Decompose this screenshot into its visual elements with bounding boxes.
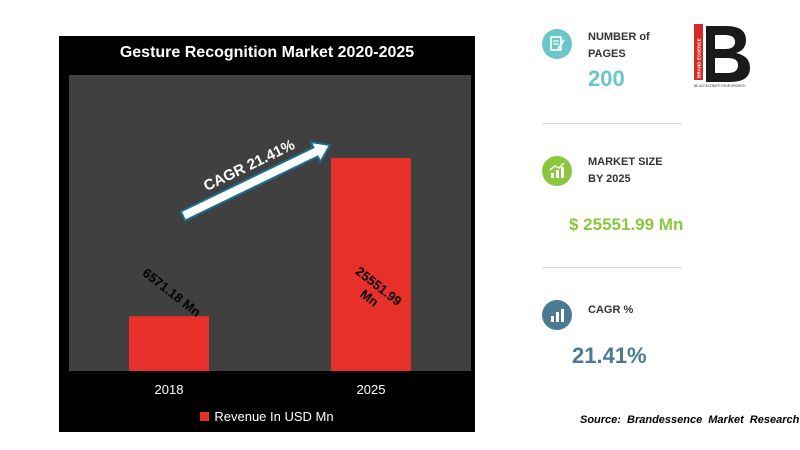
pages-label: NUMBER of PAGES (588, 29, 650, 63)
pages-value: 200 (588, 66, 625, 91)
market-size-label-line1: MARKET SIZE (588, 156, 663, 168)
x-tick-2025: 2025 (357, 382, 386, 397)
pages-label-line1: NUMBER of (588, 31, 650, 43)
legend-label: Revenue In USD Mn (214, 409, 334, 424)
bar-chart-icon (542, 300, 572, 330)
cagr-value: 21.41% (572, 343, 647, 368)
divider-2 (542, 267, 682, 268)
x-tick-2018: 2018 (155, 382, 184, 397)
market-size-label-line2: BY 2025 (588, 173, 631, 185)
svg-text:BE ACCELERATE YOUR GROWTH: BE ACCELERATE YOUR GROWTH (694, 84, 746, 88)
market-size-value: $ 25551.99 Mn (569, 215, 684, 234)
cagr-label: CAGR % (588, 304, 634, 316)
bar-2025 (331, 157, 411, 371)
pages-label-line2: PAGES (588, 48, 626, 60)
svg-text:BRAND ESSENCE: BRAND ESSENCE (697, 38, 702, 78)
market-size-label: MARKET SIZE BY 2025 (588, 154, 663, 188)
bar-2018 (129, 316, 209, 371)
chart-title: Gesture Recognition Market 2020-2025 (119, 44, 415, 61)
document-edit-icon (542, 29, 572, 59)
brand-logo: BRAND ESSENCE BE ACCELERATE YOUR GROWTH (692, 22, 754, 88)
growth-chart-icon (542, 156, 572, 186)
source-note: Source: Brandessence Market Research (580, 414, 800, 426)
divider-1 (542, 123, 682, 124)
legend-swatch (200, 412, 210, 421)
legend: Revenue In USD Mn (59, 409, 475, 424)
